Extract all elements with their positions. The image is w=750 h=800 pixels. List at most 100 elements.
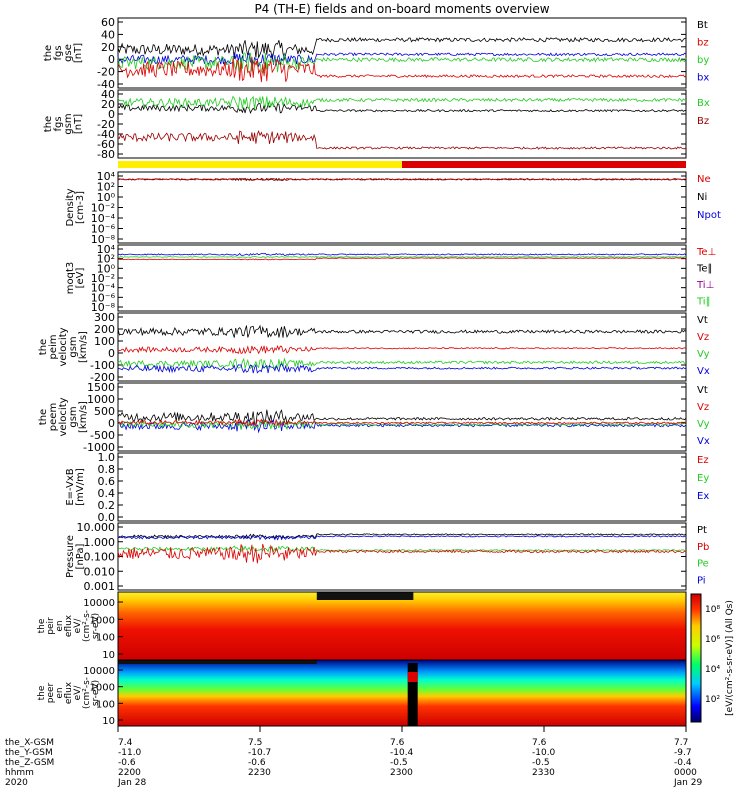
y-axis-label: E=-VxB xyxy=(65,468,76,505)
legend-entry: Vz xyxy=(697,332,709,343)
legend-entry: Vz xyxy=(697,402,709,413)
x-tick-label: 7.6 xyxy=(532,738,547,748)
panel-frame xyxy=(117,312,687,382)
y-axis-label: [eV] xyxy=(75,268,86,289)
colorbar-tick-label: 10⁶ xyxy=(705,635,720,645)
y-axis-label: velocity xyxy=(58,327,69,366)
legend-entry: Vy xyxy=(697,349,710,360)
y-axis-label: [cm-3] xyxy=(75,191,86,224)
y-tick-label: 10⁻⁸ xyxy=(91,233,116,246)
y-axis-label: fgs xyxy=(53,116,64,131)
y-tick-label: -20 xyxy=(97,118,115,131)
x-tick-label: -9.7 xyxy=(674,748,692,758)
y-tick-label: -40 xyxy=(97,128,115,141)
spectrogram-1: 10000 1000 100 10 the peir en eflux eV/(cm²-s-sr… xyxy=(37,591,687,661)
y-axis-label: moqt3 xyxy=(65,262,76,295)
legend-entry: Ne xyxy=(697,174,711,185)
y-axis-label: fgs xyxy=(53,45,64,60)
series-line xyxy=(117,409,687,426)
panel-frame xyxy=(117,171,687,244)
series-line xyxy=(117,257,687,261)
y-axis-label: the xyxy=(38,409,49,425)
y-tick-label: 10⁴ xyxy=(97,170,116,183)
y-axis-label: the xyxy=(43,116,54,132)
y-tick-label: 0.2 xyxy=(98,499,116,512)
y-tick-label: 1000 xyxy=(87,393,115,406)
x-tick-label: 2300 xyxy=(390,768,413,778)
y-tick-label: 300 xyxy=(94,311,115,324)
y-axis-label: eflux xyxy=(64,614,74,637)
y-tick-label: 0.100 xyxy=(84,551,116,564)
y-tick-label: -60 xyxy=(97,138,115,151)
y-tick-label: 10⁻⁶ xyxy=(91,223,116,236)
x-axis-row-label: hhmm xyxy=(5,768,34,778)
legend-entry: Te∥ xyxy=(696,264,713,275)
legend-entry: Pe xyxy=(697,559,709,570)
y-tick-label: 100 xyxy=(96,699,115,710)
x-tick-label: Jan 28 xyxy=(117,778,146,788)
series-line xyxy=(117,535,687,541)
colorbar-tick-label: 10⁴ xyxy=(705,665,720,675)
legend-entry: Pb xyxy=(697,542,709,553)
colorbar-label: [eV/(cm²-s-sr-eV)] (All Qs) xyxy=(725,600,735,716)
y-tick-label: 10⁴ xyxy=(97,243,116,256)
series-line xyxy=(117,543,687,564)
y-axis-label: en xyxy=(55,620,65,631)
y-tick-label: -1000 xyxy=(83,441,115,454)
x-axis-row-label: the_Y-GSM xyxy=(5,748,53,758)
x-tick-label: -0.5 xyxy=(532,758,550,768)
y-tick-label: 10000 xyxy=(83,598,115,609)
spectrogram-gap xyxy=(407,663,418,726)
x-axis-row-label: the_Z-GSM xyxy=(5,758,54,768)
y-tick-label: -100 xyxy=(90,359,115,372)
x-tick-label: -0.6 xyxy=(118,758,136,768)
y-tick-label: 10⁰ xyxy=(97,262,116,275)
y-axis-label: eV/ xyxy=(73,685,83,701)
x-tick-label: 0000 xyxy=(674,768,697,778)
y-tick-label: 10² xyxy=(97,253,115,266)
y-tick-label: 0.010 xyxy=(84,565,116,578)
x-tick-label: -10.7 xyxy=(248,748,271,758)
y-tick-label: 0.001 xyxy=(84,580,116,593)
y-tick-label: 500 xyxy=(94,405,115,418)
series-line xyxy=(117,418,687,427)
x-tick-label: -0.4 xyxy=(674,758,692,768)
y-axis-label: sr-eV) xyxy=(91,680,101,706)
series-line xyxy=(117,252,687,256)
x-tick-label: 2200 xyxy=(118,768,141,778)
series-line xyxy=(117,324,687,338)
x-axis-row-label: the_X-GSM xyxy=(5,738,54,748)
y-axis-label: (cm²-s- xyxy=(82,677,92,709)
y-axis-label: [km/s] xyxy=(78,331,89,363)
x-tick-label: 7.5 xyxy=(248,738,262,748)
panel-frame xyxy=(117,452,687,522)
y-tick-label: 0.8 xyxy=(98,463,116,476)
y-tick-label: 10⁻⁶ xyxy=(91,291,116,304)
y-tick-label: 0.4 xyxy=(98,487,116,500)
y-tick-label: 200 xyxy=(94,323,115,336)
y-tick-label: 10.000 xyxy=(77,521,116,534)
y-axis-label: Pressure xyxy=(65,535,76,578)
y-tick-label: 1000 xyxy=(90,683,115,694)
legend-entry: Bz xyxy=(697,116,709,127)
y-axis-label: the xyxy=(37,618,47,633)
y-tick-label: 10² xyxy=(97,181,115,194)
y-tick-label: -40 xyxy=(97,78,115,91)
x-tick-label: -10.4 xyxy=(390,748,414,758)
x-axis-row-label: 2020 xyxy=(5,778,28,788)
spectrogram-gap xyxy=(118,660,317,664)
y-axis-label: [nPa] xyxy=(75,543,86,569)
y-axis-label: gsm xyxy=(68,336,79,357)
y-tick-label: 10⁻² xyxy=(91,272,115,285)
legend-entry: Ez xyxy=(697,455,709,466)
y-tick-label: 40 xyxy=(101,88,115,101)
legend-entry: Bx xyxy=(697,98,710,109)
y-tick-label: -200 xyxy=(90,371,115,384)
legend-entry: Vy xyxy=(697,419,710,430)
series-line xyxy=(117,177,687,181)
y-tick-label: -500 xyxy=(90,429,115,442)
